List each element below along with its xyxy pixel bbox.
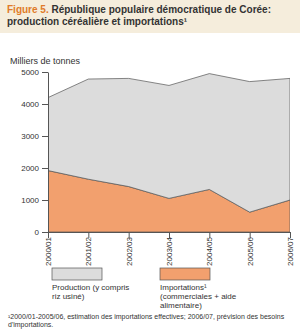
title-band — [0, 0, 300, 33]
x-tick: 2002/03 — [125, 232, 134, 266]
legend-label: riz usiné) — [52, 292, 85, 301]
x-tick: 2005/06 — [246, 232, 255, 266]
area-series — [48, 74, 290, 213]
y-tick-label: 5000 — [21, 68, 39, 77]
legend-swatch — [52, 268, 102, 280]
footnote: d'importations. — [8, 321, 53, 329]
x-tick-label: 2006/07 — [286, 236, 295, 265]
legend-label: alimentaire) — [160, 301, 202, 310]
y-tick: 1000 — [21, 196, 48, 205]
x-tick-label: 2001/02 — [84, 236, 93, 265]
y-tick-label: 3000 — [21, 132, 39, 141]
x-tick-label: 2002/03 — [125, 236, 134, 265]
legend-label: Production (y compris — [52, 283, 129, 292]
y-tick-mark — [42, 104, 48, 105]
y-tick: 0 — [35, 228, 48, 237]
x-tick-label: 2000/01 — [44, 236, 53, 265]
y-axis: 0 1000 2000 3000 4000 5000 — [21, 68, 48, 237]
x-axis: 2000/01 2001/02 2002/03 2003/04 2004/05 2005/… — [44, 232, 295, 266]
y-tick-label: 4000 — [21, 100, 39, 109]
chart-title: production céréalière et importations¹ — [7, 16, 188, 27]
chart-container: Figure 5. République populaire démocrati… — [0, 0, 300, 336]
chart-title: Figure 5. République populaire démocrati… — [7, 4, 271, 15]
x-tick: 2001/02 — [84, 232, 93, 266]
x-tick: 2006/07 — [286, 232, 295, 266]
legend-label: Importations¹ — [160, 283, 207, 292]
y-tick-label: 1000 — [21, 196, 39, 205]
x-tick: 2004/05 — [205, 232, 214, 266]
plot-area — [48, 74, 290, 232]
y-tick-mark — [42, 72, 48, 73]
y-tick-mark — [42, 232, 48, 233]
y-tick: 2000 — [21, 164, 48, 173]
y-axis-line — [48, 73, 49, 233]
y-tick: 3000 — [21, 132, 48, 141]
x-tick: 2000/01 — [44, 232, 53, 266]
y-tick-mark — [42, 136, 48, 137]
x-tick-label: 2005/06 — [246, 236, 255, 265]
y-tick-mark — [42, 168, 48, 169]
y-tick-label: 2000 — [21, 164, 39, 173]
y-tick: 4000 — [21, 100, 48, 109]
x-tick-label: 2003/04 — [165, 236, 174, 265]
y-tick-mark — [42, 200, 48, 201]
legend-label: (commerciales + aide — [160, 292, 237, 301]
y-tick: 5000 — [21, 68, 48, 77]
y-axis-title: Milliers de tonnes — [10, 56, 81, 66]
legend-swatch — [160, 268, 210, 280]
x-tick: 2003/04 — [165, 232, 174, 266]
footnote: ¹2000/01-2005/06, estimation des importa… — [8, 313, 285, 321]
x-tick-label: 2004/05 — [205, 236, 214, 265]
chart-svg: Figure 5. République populaire démocrati… — [0, 0, 300, 336]
y-tick-label: 0 — [35, 228, 40, 237]
